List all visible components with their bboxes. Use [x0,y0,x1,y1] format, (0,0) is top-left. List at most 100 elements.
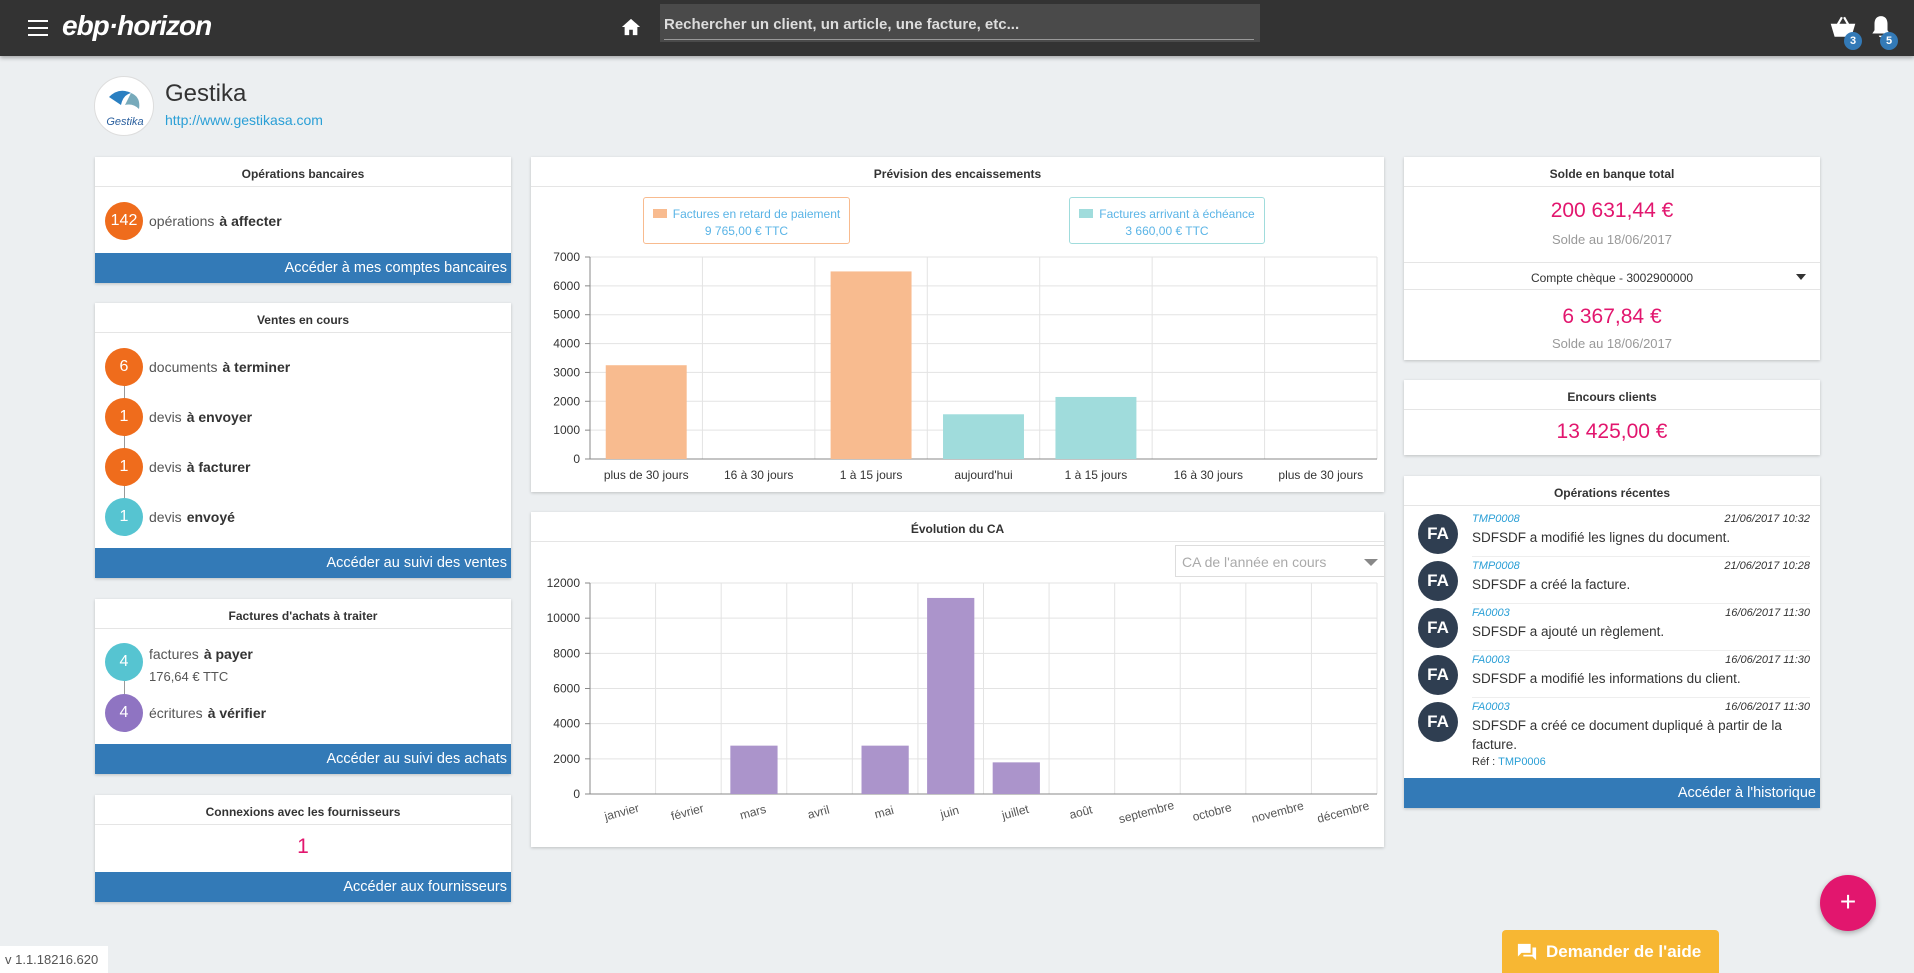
bar [605,365,687,459]
x-tick-label: 16 à 30 jours [1174,468,1243,482]
operation-date: 21/06/2017 10:28 [1724,560,1810,572]
card-title: Factures d'achats à traiter [95,599,511,629]
bar [1055,396,1137,459]
help-button[interactable]: Demander de l'aide [1502,930,1719,973]
bank-operations-card: Opérations bancaires 142 opérations à aff… [95,157,511,283]
account-select[interactable]: Compte chèque - 3002900000 [1404,262,1820,290]
card-title: Opérations récentes [1404,476,1820,506]
history-button[interactable]: Accéder à l'historique [1404,778,1820,808]
operation-ref-link[interactable]: FA0003 [1472,607,1510,619]
operation-ref-link[interactable]: FA0003 [1472,701,1510,713]
bank-balance-card: Solde en banque total 200 631,44 € Solde… [1404,157,1820,360]
operation-ref-link[interactable]: TMP0008 [1472,513,1520,525]
timeline-line [124,659,125,709]
x-tick-label: août [1068,802,1095,822]
divider [1472,556,1810,557]
x-tick-label: plus de 30 jours [1278,468,1363,482]
operation-text: SDFSDF a modifié les informations du cli… [1472,671,1741,686]
count-badge: 4 [105,694,143,732]
legend-late-invoices[interactable]: Factures en retard de paiement 9 765,00 … [643,197,850,244]
y-tick-label: 0 [573,787,580,801]
add-button[interactable]: + [1820,875,1876,931]
search-input[interactable] [664,10,1254,40]
row-content: factures à payer 176,64 € TTC [149,643,253,684]
row-bold: à vérifier [207,705,267,721]
y-tick-label: 4000 [553,337,580,351]
operation-item[interactable]: FA FA0003 16/06/2017 11:30 SDFSDF a modi… [1418,651,1810,698]
legend-swatch [1079,209,1094,218]
y-tick-label: 4000 [553,717,580,731]
legend-swatch [652,209,667,218]
y-tick-label: 0 [573,452,580,466]
basket-icon[interactable] [1830,14,1856,40]
sales-card: Ventes en cours 6 documents à terminer 1 … [95,303,511,578]
purchases-row[interactable]: 4 factures à payer 176,64 € TTC [105,643,253,703]
menu-icon[interactable] [28,20,48,36]
suppliers-button[interactable]: Accéder aux fournisseurs [95,872,511,902]
version-label: v 1.1.18216.620 [0,946,108,973]
y-tick-label: 2000 [553,752,580,766]
home-icon[interactable] [620,17,642,37]
sales-row[interactable]: 1 devis à envoyer [105,397,252,437]
count-badge: 1 [105,498,143,536]
operation-item[interactable]: FA TMP0008 21/06/2017 10:32 SDFSDF a mod… [1418,510,1810,557]
outstanding-amount: 13 425,00 € [1556,420,1668,443]
revenue-card: Évolution du CA CA de l'année en cours 0… [531,512,1385,847]
purchases-followup-button[interactable]: Accéder au suivi des achats [95,744,511,774]
x-tick-label: juin [938,803,961,822]
divider [1472,650,1810,651]
account-name: Compte chèque - 3002900000 [1530,271,1694,285]
x-tick-label: décembre [1316,798,1371,825]
operation-date: 16/06/2017 11:30 [1725,607,1810,619]
ref-label: Réf : [1472,756,1496,768]
operation-ref-link[interactable]: FA0003 [1472,654,1510,666]
app-logo[interactable]: ebp·horizon [62,10,212,41]
x-tick-label: octobre [1191,800,1234,824]
operation-item[interactable]: FA FA0003 16/06/2017 11:30 SDFSDF a créé… [1418,698,1810,772]
divider [1472,697,1810,698]
count-badge: 142 [105,202,143,240]
x-tick-label: 1 à 15 jours [840,468,903,482]
company-logo-text: Gestika [106,116,143,128]
operation-ref-link[interactable]: TMP0008 [1472,560,1520,572]
operation-item[interactable]: FA FA0003 16/06/2017 11:30 SDFSDF a ajou… [1418,604,1810,651]
operation-date: 21/06/2017 10:32 [1724,513,1810,525]
legend-label: Factures en retard de paiement [672,207,841,221]
x-tick-label: 16 à 30 jours [724,468,793,482]
card-title: Prévision des encaissements [531,157,1384,187]
operation-date: 16/06/2017 11:30 [1725,701,1810,713]
x-tick-label: mars [738,802,767,822]
card-title: Connexions avec les fournisseurs [95,795,511,825]
bank-accounts-button[interactable]: Accéder à mes comptes bancaires [95,253,511,283]
card-title: Encours clients [1404,380,1820,410]
legend-due-invoices[interactable]: Factures arrivant à échéance 3 660,00 € … [1069,197,1265,244]
row-text: devis [149,459,182,475]
avatar: FA [1418,655,1458,695]
revenue-period-select[interactable]: CA de l'année en cours [1175,545,1385,577]
cart-badge: 3 [1844,32,1862,50]
bar [730,745,778,794]
card-title: Ventes en cours [95,303,511,333]
sales-row[interactable]: 1 devis envoyé [105,497,235,537]
ref-link[interactable]: TMP0006 [1498,756,1546,768]
row-text: devis [149,409,182,425]
bar [861,745,909,794]
sales-row[interactable]: 6 documents à terminer [105,347,290,387]
timeline-line [124,363,125,523]
count-badge: 1 [105,398,143,436]
y-tick-label: 3000 [553,365,580,379]
sales-followup-button[interactable]: Accéder au suivi des ventes [95,548,511,578]
suppliers-card: Connexions avec les fournisseurs 1 Accéd… [95,795,511,902]
total-balance: 200 631,44 € [1550,199,1674,222]
row-bold: envoyé [186,509,235,525]
x-tick-label: novembre [1250,798,1305,825]
card-title: Solde en banque total [1404,157,1820,187]
legend-amount: 9 765,00 € TTC [704,224,789,238]
bank-ops-row[interactable]: 142 opérations à affecter [105,201,282,241]
operation-source-ref: Réf : TMP0006 [1472,756,1546,768]
purchases-row[interactable]: 4 écritures à vérifier [105,693,266,733]
company-url-link[interactable]: http://www.gestikasa.com [165,112,323,128]
operation-item[interactable]: FA TMP0008 21/06/2017 10:28 SDFSDF a cré… [1418,557,1810,604]
cash-forecast-chart: 0 1000 2000 3000 4000 5000 6000 7000 plus de 30 … [553,250,1378,482]
sales-row[interactable]: 1 devis à facturer [105,447,251,487]
